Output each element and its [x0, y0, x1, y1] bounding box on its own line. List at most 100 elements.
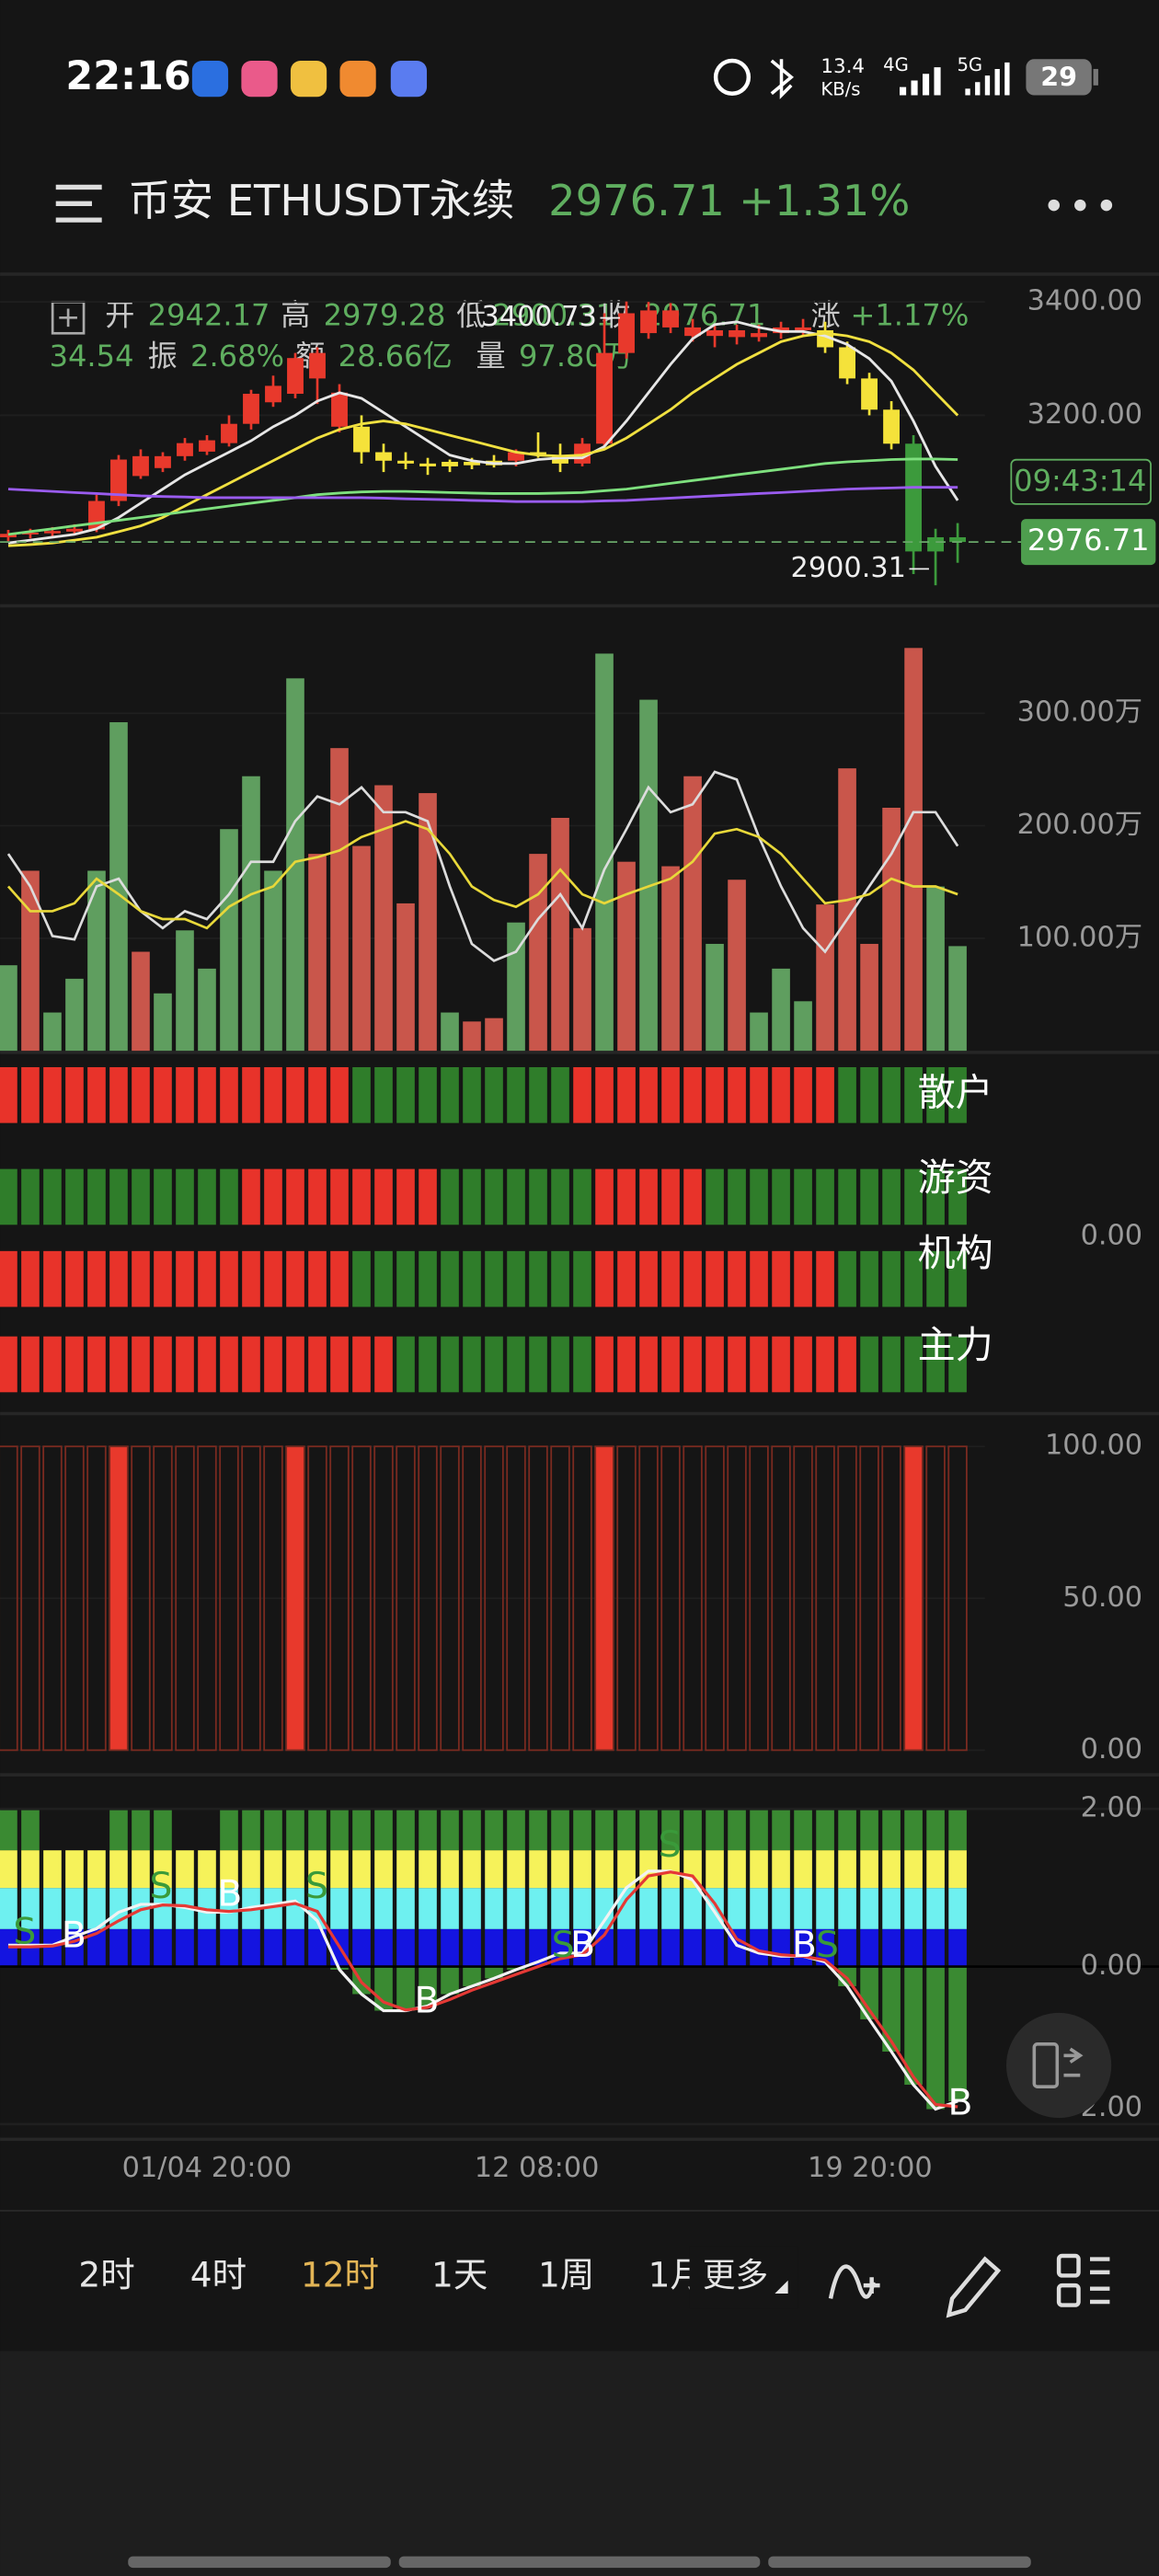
signal-marker: S [552, 1925, 575, 1966]
flow-block [242, 1066, 260, 1123]
candle-body [442, 461, 458, 466]
flow-block [43, 1336, 62, 1393]
volume-ma-line [6, 770, 959, 962]
signal-bar [462, 1445, 482, 1752]
osc-band [132, 1928, 150, 1967]
flow-block [330, 1250, 349, 1307]
flow-block [396, 1168, 415, 1225]
osc-band [750, 1928, 768, 1967]
osc-band [595, 1888, 614, 1929]
osc-band [132, 1809, 150, 1851]
timeframe-tab[interactable]: 1周 [538, 2255, 594, 2295]
signal-bar [263, 1445, 283, 1752]
osc-band [419, 1888, 437, 1929]
flow-block [706, 1250, 724, 1307]
osc-band [595, 1850, 614, 1889]
volume-bar [0, 965, 17, 1052]
flow-block [904, 1066, 923, 1123]
signal-bar [594, 1445, 614, 1752]
volume-bar [617, 861, 636, 1052]
flow-block [43, 1168, 62, 1225]
osc-band [264, 1850, 282, 1889]
divider [0, 2210, 1159, 2212]
signal-bar [881, 1445, 901, 1752]
osc-band [507, 1888, 525, 1929]
flow-block [683, 1066, 702, 1123]
candle-body [508, 452, 524, 461]
menu-button[interactable] [55, 184, 102, 223]
osc-band [706, 1850, 724, 1889]
signal-bar [396, 1445, 416, 1752]
timeframe-tab[interactable]: 1天 [431, 2255, 488, 2295]
flow-block [595, 1250, 614, 1307]
more-tab[interactable]: 更多 [703, 2257, 768, 2294]
flow-block [441, 1066, 459, 1123]
ma-line [7, 457, 958, 536]
flow-block [0, 1168, 17, 1225]
flow-block [374, 1336, 393, 1393]
flow-block [65, 1168, 84, 1225]
flow-block [926, 1168, 945, 1225]
volume-bar [87, 870, 106, 1052]
osc-band [794, 1850, 812, 1889]
timeframe-tab[interactable]: 4时 [190, 2255, 247, 2295]
info-value: 28.66亿 [339, 339, 453, 374]
osc-band [639, 1809, 658, 1851]
flow-block [132, 1066, 150, 1123]
volume-bar [948, 946, 967, 1052]
flow-block [573, 1168, 591, 1225]
float-button[interactable] [1005, 2012, 1112, 2119]
signal-bar [793, 1445, 813, 1752]
osc-band [772, 1928, 790, 1967]
signal-bar [20, 1445, 40, 1752]
flow-block [374, 1250, 393, 1307]
osc-band [816, 1888, 834, 1929]
candle-body [927, 536, 944, 552]
tool-icons[interactable] [828, 2253, 1110, 2318]
flow-block [87, 1066, 106, 1123]
signal-bar [86, 1445, 107, 1752]
osc-band [441, 1850, 459, 1889]
signal-marker: S [305, 1866, 328, 1907]
osc-band [352, 1850, 371, 1889]
flow-block [639, 1336, 658, 1393]
signal-bar [727, 1445, 747, 1752]
signal-marker: B [415, 1981, 440, 2022]
osc-band [860, 1809, 878, 1851]
flow-block [419, 1168, 437, 1225]
osc-band [507, 1928, 525, 1967]
flow-block [661, 1066, 680, 1123]
flow-block [904, 1168, 923, 1225]
osc-band [220, 1928, 238, 1967]
flow-row-label: 散户 [918, 1070, 993, 1114]
osc-band [264, 1888, 282, 1929]
flow-block [706, 1336, 724, 1393]
ma-line [7, 320, 959, 545]
osc-band [573, 1850, 591, 1889]
flow-block [595, 1168, 614, 1225]
flow-block [485, 1168, 503, 1225]
panel-divider [0, 604, 1159, 608]
osc-band [485, 1809, 503, 1851]
flow-block [706, 1066, 724, 1123]
signal-marker: S [816, 1925, 839, 1966]
flow-block [264, 1168, 282, 1225]
timeframe-tab[interactable]: 12时 [301, 2255, 379, 2295]
net-unit: KB/s [820, 79, 860, 100]
volume-bar [220, 829, 238, 1052]
osc-band [308, 1850, 327, 1889]
flow-block [750, 1336, 768, 1393]
timeframe-tab[interactable]: 2时 [78, 2255, 134, 2295]
osc-band [728, 1850, 746, 1889]
volume-bar [639, 699, 658, 1052]
flow-row-label: 游资 [918, 1156, 993, 1200]
osc-band [109, 1928, 128, 1967]
more-button[interactable] [1048, 199, 1113, 212]
flow-block [198, 1066, 216, 1123]
flow-block [176, 1250, 194, 1307]
osc-band [374, 1888, 393, 1929]
flow-block [441, 1168, 459, 1225]
osc-band [617, 1888, 636, 1929]
osc-band [419, 1850, 437, 1889]
flow-block [352, 1066, 371, 1123]
